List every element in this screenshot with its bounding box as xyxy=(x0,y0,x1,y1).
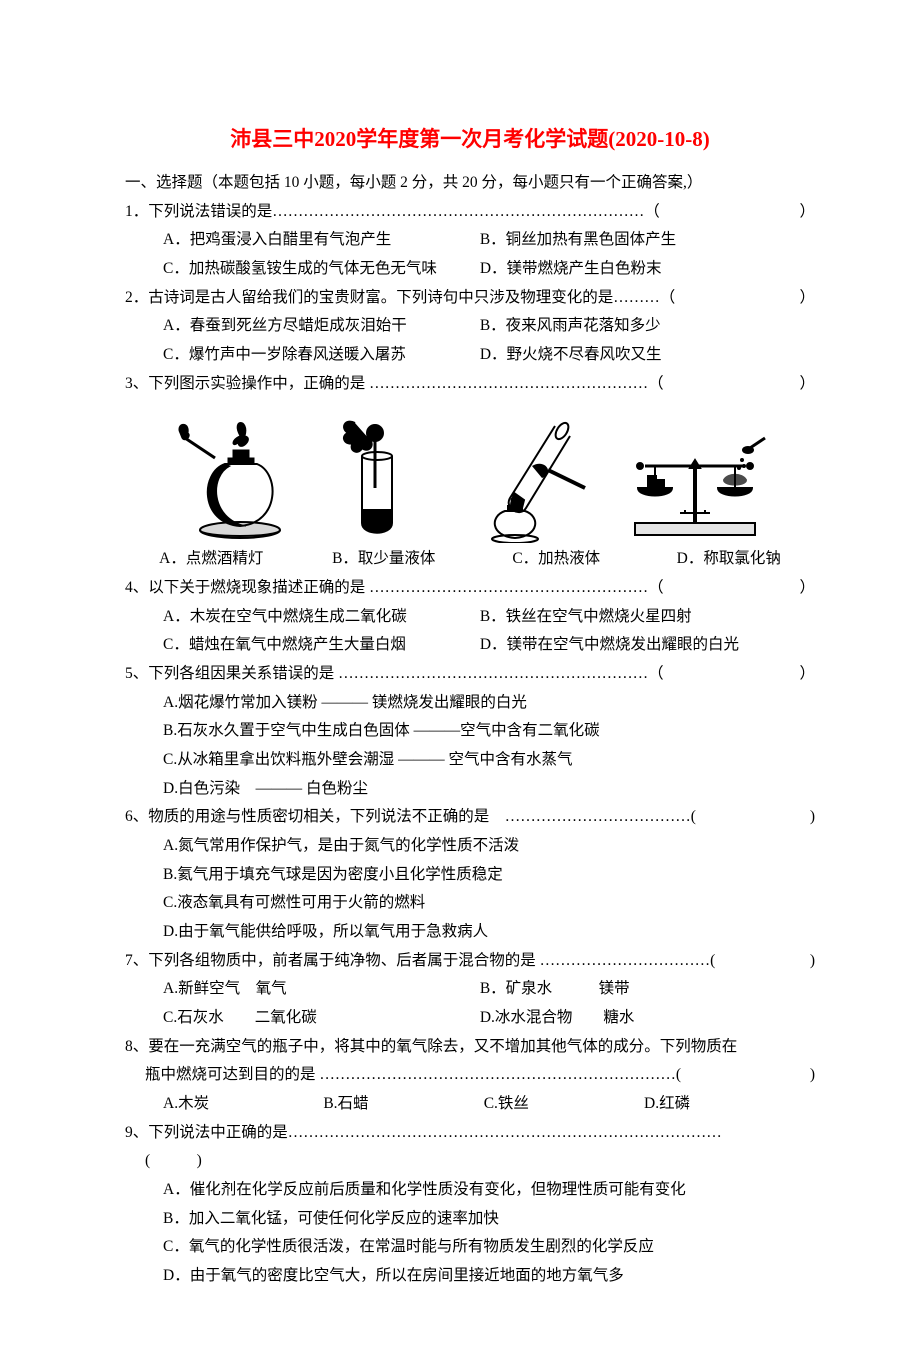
q5-opt-a: A.烟花爆竹常加入镁粉 ——— 镁燃烧发出耀眼的白光 xyxy=(125,689,815,718)
q8-opt-a: A.木炭 xyxy=(163,1090,319,1119)
q3-figures xyxy=(125,398,815,543)
answer-blank: ） xyxy=(768,370,815,399)
q5-opt-c: C.从冰箱里拿出饮料瓶外壁会潮湿 ——— 空气中含有水蒸气 xyxy=(125,746,815,775)
q8-stem-1: 8、要在一充满空气的瓶子中，将其中的氧气除去，又不增加其他气体的成分。下列物质在 xyxy=(125,1033,815,1062)
q1-opt-a: A．把鸡蛋浸入白醋里有气泡产生 xyxy=(163,226,476,255)
answer-blank: ） xyxy=(768,284,815,313)
question-4: 4、以下关于燃烧现象描述正确的是 ………………………………………………（ ） A… xyxy=(125,574,815,660)
q7-opt-d: D.冰水混合物 糖水 xyxy=(480,1004,793,1033)
answer-blank: ） xyxy=(768,660,815,689)
q3-option-labels: A．点燃酒精灯 B．取少量液体 C．加热液体 D．称取氯化钠 xyxy=(125,543,815,574)
figure-heating-tube xyxy=(460,418,590,543)
q7-opt-a: A.新鲜空气 氧气 xyxy=(163,975,476,1004)
q4-opt-b: B．铁丝在空气中燃烧火星四射 xyxy=(480,603,793,632)
q3-opt-d: D．称取氯化钠 xyxy=(643,545,816,574)
q8-opt-c: C.铁丝 xyxy=(484,1090,640,1119)
answer-blank: ) xyxy=(779,1061,815,1090)
exam-page: 沛县三中2020学年度第一次月考化学试题(2020-10-8) 一、选择题（本题… xyxy=(0,0,920,1351)
answer-blank: ) xyxy=(779,947,815,976)
q2-opt-a: A．春蚕到死丝方尽蜡炬成灰泪始干 xyxy=(163,312,476,341)
q9-opt-b: B．加入二氧化锰，可使任何化学反应的速率加快 xyxy=(125,1205,815,1234)
q5-opt-d: D.白色污染 ——— 白色粉尘 xyxy=(125,775,815,804)
section-1-instructions: 一、选择题（本题包括 10 小题，每小题 2 分，共 20 分，每小题只有一个正… xyxy=(125,169,815,198)
figure-dropper-tube xyxy=(320,418,430,543)
q2-stem: 2．古诗词是古人留给我们的宝贵财富。下列诗句中只涉及物理变化的是………（ xyxy=(125,284,768,313)
q8-opt-b: B.石蜡 xyxy=(323,1090,479,1119)
q7-opt-b: B．矿泉水 镁带 xyxy=(480,975,793,1004)
answer-blank: ） xyxy=(768,198,815,227)
q1-opt-d: D．镁带燃烧产生白色粉末 xyxy=(480,255,793,284)
q2-opt-b: B．夜来风雨声花落知多少 xyxy=(480,312,793,341)
q6-opt-d: D.由于氧气能供给呼吸，所以氧气用于急救病人 xyxy=(125,918,815,947)
q1-opt-b: B．铜丝加热有黑色固体产生 xyxy=(480,226,793,255)
answer-blank: ) xyxy=(779,803,815,832)
figure-alcohol-lamp xyxy=(170,418,290,543)
q7-stem: 7、下列各组物质中，前者属于纯净物、后者属于混合物的是 ……………………………( xyxy=(125,947,779,976)
question-2: 2．古诗词是古人留给我们的宝贵财富。下列诗句中只涉及物理变化的是………（ ） A… xyxy=(125,284,815,370)
exam-title: 沛县三中2020学年度第一次月考化学试题(2020-10-8) xyxy=(125,120,815,159)
q3-opt-c: C．加热液体 xyxy=(470,545,643,574)
q2-opt-d: D．野火烧不尽春风吹又生 xyxy=(480,341,793,370)
q5-stem: 5、下列各组因果关系错误的是 ……………………………………………………（ xyxy=(125,660,768,689)
q9-opt-c: C．氧气的化学性质很活泼，在常温时能与所有物质发生剧烈的化学反应 xyxy=(125,1233,815,1262)
question-8: 8、要在一充满空气的瓶子中，将其中的氧气除去，又不增加其他气体的成分。下列物质在… xyxy=(125,1033,815,1119)
q8-opt-d: D.红磷 xyxy=(644,1090,800,1119)
q2-opt-c: C．爆竹声中一岁除春风送暖入屠苏 xyxy=(163,341,476,370)
q8-stem-2: 瓶中燃烧可达到目的的是 ……………………………………………………………( xyxy=(145,1061,779,1090)
q6-stem: 6、物质的用途与性质密切相关，下列说法不正确的是 ………………………………( xyxy=(125,803,779,832)
question-1: 1．下列说法错误的是………………………………………………………………（ ） A．… xyxy=(125,198,815,284)
q4-opt-c: C．蜡烛在氧气中燃烧产生大量白烟 xyxy=(163,631,476,660)
q1-opt-c: C．加热碳酸氢铵生成的气体无色无气味 xyxy=(163,255,476,284)
question-6: 6、物质的用途与性质密切相关，下列说法不正确的是 ………………………………( )… xyxy=(125,803,815,946)
q4-stem: 4、以下关于燃烧现象描述正确的是 ………………………………………………（ xyxy=(125,574,768,603)
question-9: 9、下列说法中正确的是………………………………………………………………………… … xyxy=(125,1119,815,1291)
question-7: 7、下列各组物质中，前者属于纯净物、后者属于混合物的是 ……………………………(… xyxy=(125,947,815,1033)
q3-opt-b: B．取少量液体 xyxy=(298,545,471,574)
q7-opt-c: C.石灰水 二氧化碳 xyxy=(163,1004,476,1033)
q3-opt-a: A．点燃酒精灯 xyxy=(125,545,298,574)
q4-opt-d: D．镁带在空气中燃烧发出耀眼的白光 xyxy=(480,631,793,660)
q9-opt-a: A．催化剂在化学反应前后质量和化学性质没有变化，但物理性质可能有变化 xyxy=(125,1176,815,1205)
q1-stem: 1．下列说法错误的是………………………………………………………………（ xyxy=(125,198,768,227)
q4-opt-a: A．木炭在空气中燃烧生成二氧化碳 xyxy=(163,603,476,632)
answer-blank: ( ) xyxy=(125,1147,815,1176)
q9-opt-d: D．由于氧气的密度比空气大，所以在房间里接近地面的地方氧气多 xyxy=(125,1262,815,1291)
q6-opt-c: C.液态氧具有可燃性可用于火箭的燃料 xyxy=(125,889,815,918)
figure-balance-scale xyxy=(620,418,770,543)
question-5: 5、下列各组因果关系错误的是 ……………………………………………………（ ） A… xyxy=(125,660,815,803)
q3-stem: 3、下列图示实验操作中，正确的是 ………………………………………………（ xyxy=(125,370,768,399)
q6-opt-a: A.氮气常用作保护气，是由于氮气的化学性质不活泼 xyxy=(125,832,815,861)
question-3: 3、下列图示实验操作中，正确的是 ………………………………………………（ ） xyxy=(125,370,815,574)
q5-opt-b: B.石灰水久置于空气中生成白色固体 ———空气中含有二氧化碳 xyxy=(125,717,815,746)
q6-opt-b: B.氦气用于填充气球是因为密度小且化学性质稳定 xyxy=(125,861,815,890)
answer-blank: ） xyxy=(768,574,815,603)
q9-stem: 9、下列说法中正确的是………………………………………………………………………… xyxy=(125,1119,815,1148)
